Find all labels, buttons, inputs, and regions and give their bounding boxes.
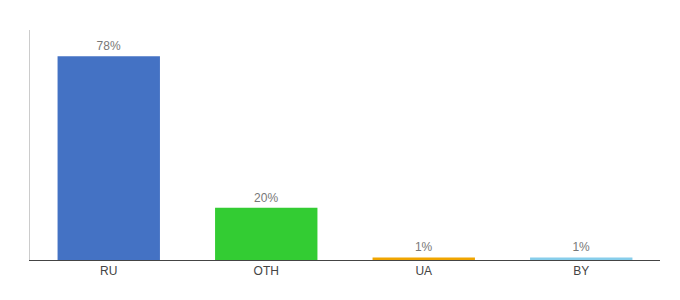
svg-text:78%: 78% <box>97 39 121 53</box>
svg-text:20%: 20% <box>254 191 278 205</box>
svg-text:UA: UA <box>415 264 432 278</box>
svg-text:1%: 1% <box>572 240 590 254</box>
svg-text:1%: 1% <box>415 240 433 254</box>
svg-text:OTH: OTH <box>254 264 279 278</box>
svg-text:BY: BY <box>573 264 589 278</box>
svg-text:RU: RU <box>100 264 117 278</box>
